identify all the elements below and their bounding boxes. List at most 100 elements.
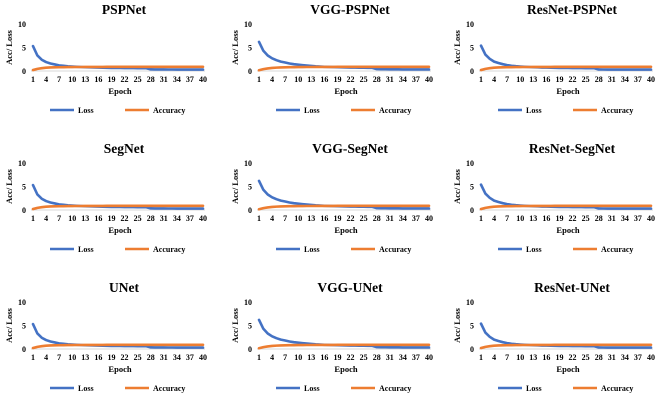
x-tick-label: 10 bbox=[68, 353, 76, 362]
x-tick-label: 16 bbox=[542, 75, 550, 84]
chart-panel: SegNet Acc/ Loss 0 5 10 1 4 7 10 13 16 19 22 25 28 31 34… bbox=[4, 141, 207, 254]
x-tick-label: 13 bbox=[307, 214, 315, 223]
legend-label: Accuracy bbox=[601, 245, 633, 254]
x-tick-label: 31 bbox=[608, 353, 616, 362]
y-tick-label: 0 bbox=[248, 67, 252, 76]
x-tick-label: 13 bbox=[81, 214, 89, 223]
legend-label: Accuracy bbox=[153, 106, 185, 115]
series-line-accuracy bbox=[257, 65, 431, 72]
x-tick-label: 22 bbox=[347, 353, 355, 362]
x-tick-label: 31 bbox=[160, 75, 168, 84]
legend-label: Accuracy bbox=[379, 384, 411, 393]
x-axis-label: Epoch bbox=[108, 364, 131, 374]
x-tick-label: 22 bbox=[121, 75, 129, 84]
x-tick-label: 40 bbox=[199, 214, 207, 223]
x-tick-label: 34 bbox=[173, 353, 181, 362]
x-tick-label: 31 bbox=[608, 75, 616, 84]
x-tick-label: 31 bbox=[160, 353, 168, 362]
x-tick-label: 28 bbox=[147, 353, 155, 362]
x-tick-label: 7 bbox=[505, 353, 509, 362]
y-axis-label: Acc/ Loss bbox=[452, 29, 462, 64]
x-tick-label: 31 bbox=[160, 214, 168, 223]
x-tick-label: 40 bbox=[425, 75, 433, 84]
x-tick-label: 25 bbox=[582, 214, 590, 223]
x-tick-label: 40 bbox=[425, 214, 433, 223]
x-tick-label: 10 bbox=[68, 75, 76, 84]
series-line-accuracy bbox=[479, 343, 653, 350]
series-line-accuracy bbox=[257, 343, 431, 350]
x-tick-label: 10 bbox=[68, 214, 76, 223]
x-tick-label: 22 bbox=[347, 214, 355, 223]
y-tick-label: 0 bbox=[22, 67, 26, 76]
chart-title: ResNet-SegNet bbox=[529, 141, 616, 156]
x-tick-label: 34 bbox=[621, 353, 629, 362]
x-tick-label: 22 bbox=[569, 214, 577, 223]
x-axis-label: Epoch bbox=[108, 86, 131, 96]
chart-panel: ResNet-PSPNet Acc/ Loss 0 5 10 1 4 7 10 13 16 19 22 2… bbox=[452, 2, 655, 115]
x-tick-label: 34 bbox=[621, 75, 629, 84]
x-tick-label: 4 bbox=[492, 353, 496, 362]
y-axis-label: Acc/ Loss bbox=[452, 307, 462, 342]
x-tick-label: 1 bbox=[257, 75, 261, 84]
y-tick-label: 5 bbox=[248, 322, 252, 331]
series-line-loss bbox=[257, 40, 431, 71]
legend-label: Loss bbox=[526, 384, 542, 393]
x-axis-label: Epoch bbox=[556, 86, 579, 96]
chart-title: UNet bbox=[109, 280, 139, 295]
legend-label: Loss bbox=[304, 384, 320, 393]
x-tick-label: 31 bbox=[386, 75, 394, 84]
y-tick-label: 0 bbox=[248, 345, 252, 354]
x-tick-label: 16 bbox=[94, 214, 102, 223]
legend-label: Accuracy bbox=[379, 245, 411, 254]
legend-label: Loss bbox=[78, 384, 94, 393]
x-tick-label: 16 bbox=[542, 214, 550, 223]
y-tick-label: 0 bbox=[22, 345, 26, 354]
x-tick-label: 37 bbox=[412, 75, 420, 84]
x-tick-label: 22 bbox=[569, 353, 577, 362]
chart-title: VGG-UNet bbox=[317, 280, 383, 295]
x-tick-label: 25 bbox=[134, 353, 142, 362]
x-tick-label: 37 bbox=[186, 75, 194, 84]
x-tick-label: 40 bbox=[647, 75, 655, 84]
x-tick-label: 37 bbox=[634, 75, 642, 84]
chart-panel: ResNet-UNet Acc/ Loss 0 5 10 1 4 7 10 13 16 19 22 25 2… bbox=[452, 280, 655, 393]
chart-panel: VGG-PSPNet Acc/ Loss 0 5 10 1 4 7 10 13 16 19 22 25 28… bbox=[230, 2, 433, 115]
x-tick-label: 31 bbox=[386, 214, 394, 223]
x-tick-label: 34 bbox=[399, 353, 407, 362]
x-tick-label: 13 bbox=[529, 75, 537, 84]
x-tick-label: 7 bbox=[283, 353, 287, 362]
x-tick-label: 34 bbox=[399, 214, 407, 223]
chart-title: VGG-PSPNet bbox=[310, 2, 390, 17]
x-tick-label: 10 bbox=[516, 353, 524, 362]
x-tick-label: 28 bbox=[147, 75, 155, 84]
chart-panel: PSPNet Acc/ Loss 0 5 10 1 4 7 10 13 16 19 22 25 28 31 34… bbox=[4, 2, 207, 115]
x-tick-label: 25 bbox=[582, 75, 590, 84]
y-tick-label: 0 bbox=[22, 206, 26, 215]
x-tick-label: 37 bbox=[186, 353, 194, 362]
x-tick-label: 1 bbox=[31, 75, 35, 84]
x-tick-label: 40 bbox=[647, 214, 655, 223]
chart-panel: UNet Acc/ Loss 0 5 10 1 4 7 10 13 16 19 22 25 28 31 34 37… bbox=[4, 280, 207, 393]
series-line-accuracy bbox=[31, 65, 205, 72]
x-tick-label: 28 bbox=[595, 353, 603, 362]
x-tick-label: 1 bbox=[31, 353, 35, 362]
x-tick-label: 7 bbox=[283, 75, 287, 84]
x-tick-label: 4 bbox=[270, 75, 274, 84]
x-tick-label: 13 bbox=[81, 353, 89, 362]
x-tick-label: 37 bbox=[634, 214, 642, 223]
x-tick-label: 1 bbox=[31, 214, 35, 223]
x-tick-label: 13 bbox=[529, 214, 537, 223]
x-tick-label: 4 bbox=[270, 353, 274, 362]
x-tick-label: 25 bbox=[134, 75, 142, 84]
x-tick-label: 4 bbox=[492, 75, 496, 84]
x-tick-label: 19 bbox=[333, 75, 341, 84]
x-tick-label: 19 bbox=[107, 75, 115, 84]
series-line-loss bbox=[257, 318, 431, 349]
x-tick-label: 10 bbox=[294, 75, 302, 84]
x-tick-label: 10 bbox=[294, 214, 302, 223]
x-tick-label: 7 bbox=[57, 75, 61, 84]
y-axis-label: Acc/ Loss bbox=[4, 29, 14, 64]
x-tick-label: 4 bbox=[270, 214, 274, 223]
x-tick-label: 22 bbox=[569, 75, 577, 84]
y-tick-label: 5 bbox=[248, 44, 252, 53]
